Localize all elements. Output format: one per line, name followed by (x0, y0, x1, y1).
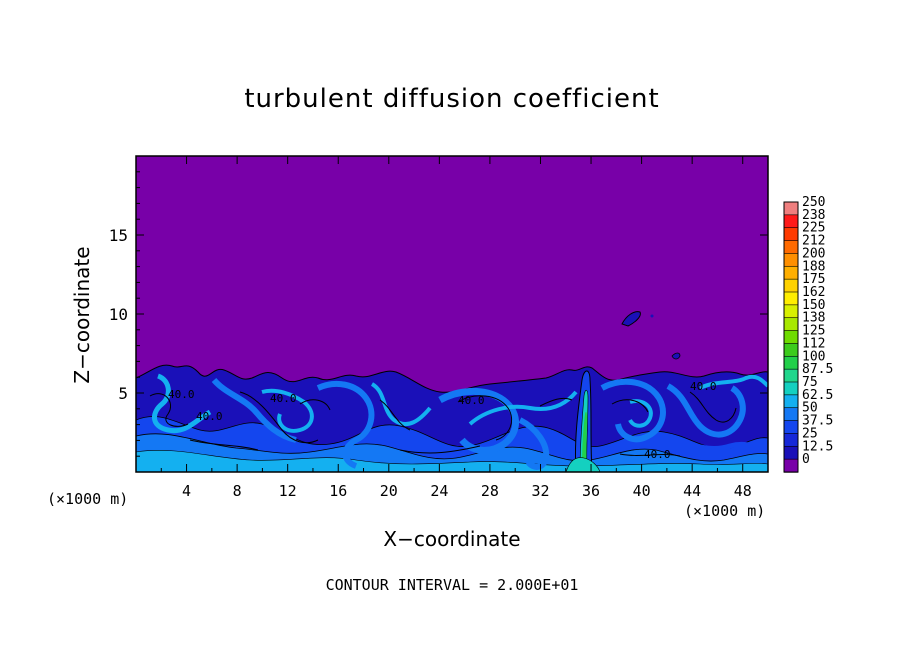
colorbar-label: 212 (802, 234, 825, 249)
colorbar-label: 0 (802, 452, 810, 467)
colorbar-label: 175 (802, 272, 825, 287)
colorbar-swatch (783, 445, 799, 460)
y-tick-label: 15 (109, 226, 128, 245)
contour-label: 40.0 (690, 380, 717, 393)
colorbar-swatch (783, 253, 799, 267)
contour-label: 40.0 (270, 392, 297, 405)
colorbar-label: 162 (802, 285, 825, 300)
x-tick-label: 48 (734, 482, 752, 500)
contour-interval-note: CONTOUR INTERVAL = 2.000E+01 (325, 576, 579, 594)
x-tick-label: 36 (582, 482, 600, 500)
colorbar-label: 100 (802, 349, 825, 364)
eddy-7 (468, 390, 578, 426)
eddy-13 (675, 437, 768, 453)
colorbar-swatch (783, 214, 799, 229)
colorbar-label: 25 (802, 426, 818, 441)
colorbar-swatch (783, 368, 799, 383)
x-tick-label: 8 (233, 482, 242, 500)
eddy-6 (438, 387, 519, 454)
contour-label: 40.0 (168, 388, 195, 401)
contour-labels: 40.0 40.0 40.0 40.0 40.0 40.0 (168, 380, 717, 461)
eddy-5 (370, 382, 432, 427)
colorbar: 2502382252122001881751621501381251121008… (783, 195, 833, 473)
x-tick-label: 44 (683, 482, 701, 500)
chart-title: turbulent diffusion coefficient (244, 84, 660, 114)
x-tick-label: 40 (633, 482, 651, 500)
colorbar-label: 250 (802, 195, 825, 210)
colorbar-swatch (783, 227, 799, 242)
y-axis-label: Z−coordinate (70, 246, 94, 384)
plume-core (582, 411, 587, 468)
eddy-9 (600, 378, 666, 443)
colorbar-label: 188 (802, 259, 825, 274)
colorbar-swatch (783, 330, 799, 345)
colorbar-label: 225 (802, 221, 825, 236)
colorbar-swatch (783, 240, 799, 255)
turbulent-field (136, 311, 768, 472)
colorbar-swatch (783, 278, 799, 293)
colorbar-swatch (783, 343, 799, 357)
colorbar-label: 87.5 (802, 362, 833, 377)
contour-label: 40.0 (644, 448, 671, 461)
y-tick-label: 10 (109, 305, 128, 324)
x-tick-label: 20 (380, 482, 398, 500)
colorbar-label: 112 (802, 336, 825, 351)
eddy-8 (518, 417, 550, 470)
colorbar-swatch (783, 381, 799, 396)
x-tick-label: 4 (182, 482, 191, 500)
colorbar-label: 75 (802, 375, 818, 390)
colorbar-label: 62.5 (802, 388, 833, 403)
colorbar-swatch (783, 265, 799, 280)
colorbar-label: 12.5 (802, 439, 833, 454)
colorbar-label: 238 (802, 208, 825, 223)
colorbar-label: 50 (802, 401, 818, 416)
patch-aloft-1 (621, 311, 641, 327)
blue-layer-3 (136, 450, 768, 472)
eddy-1 (152, 373, 212, 434)
x-unit-label-right: (×1000 m) (684, 502, 766, 520)
eddy-10 (628, 399, 653, 428)
colorbar-swatch (783, 433, 799, 447)
y-tick-label: 5 (118, 384, 128, 403)
colorbar-swatch (783, 201, 799, 216)
colorbar-swatch (783, 394, 799, 409)
colorbar-swatch (783, 291, 799, 306)
eddy-4 (316, 380, 375, 469)
patch-aloft-3 (650, 314, 654, 318)
x-tick-label: 24 (430, 482, 448, 500)
colorbar-swatch (783, 317, 799, 332)
x-unit-label-left: (×1000 m) (47, 490, 129, 508)
x-tick-label: 28 (481, 482, 499, 500)
colorbar-swatch (783, 420, 799, 435)
colorbar-label: 37.5 (802, 414, 833, 429)
eddy-2 (211, 377, 297, 443)
x-axis-label: X−coordinate (383, 527, 521, 551)
colorbar-label: 138 (802, 311, 825, 326)
eddy-11 (666, 383, 746, 438)
contour-label: 40.0 (458, 394, 485, 407)
x-tick-label: 12 (279, 482, 297, 500)
colorbar-swatch (783, 407, 799, 422)
x-axis: 4 8 12 16 20 24 28 32 36 40 44 48 (160, 156, 752, 500)
x-tick-label: 32 (531, 482, 549, 500)
colorbar-label: 200 (802, 246, 825, 261)
contour-label: 40.0 (196, 410, 223, 423)
patch-aloft-2 (671, 352, 681, 360)
contour-lines (149, 391, 737, 457)
colorbar-label: 125 (802, 324, 825, 339)
colorbar-frame (783, 201, 799, 473)
colorbar-swatch (783, 355, 799, 370)
eddy-3 (261, 388, 314, 433)
y-axis: 5 10 15 (109, 171, 768, 457)
colorbar-swatch (783, 458, 799, 473)
colorbar-swatch (783, 304, 799, 319)
eddy-12 (699, 374, 768, 390)
colorbar-label: 150 (802, 298, 825, 313)
x-tick-label: 16 (329, 482, 347, 500)
